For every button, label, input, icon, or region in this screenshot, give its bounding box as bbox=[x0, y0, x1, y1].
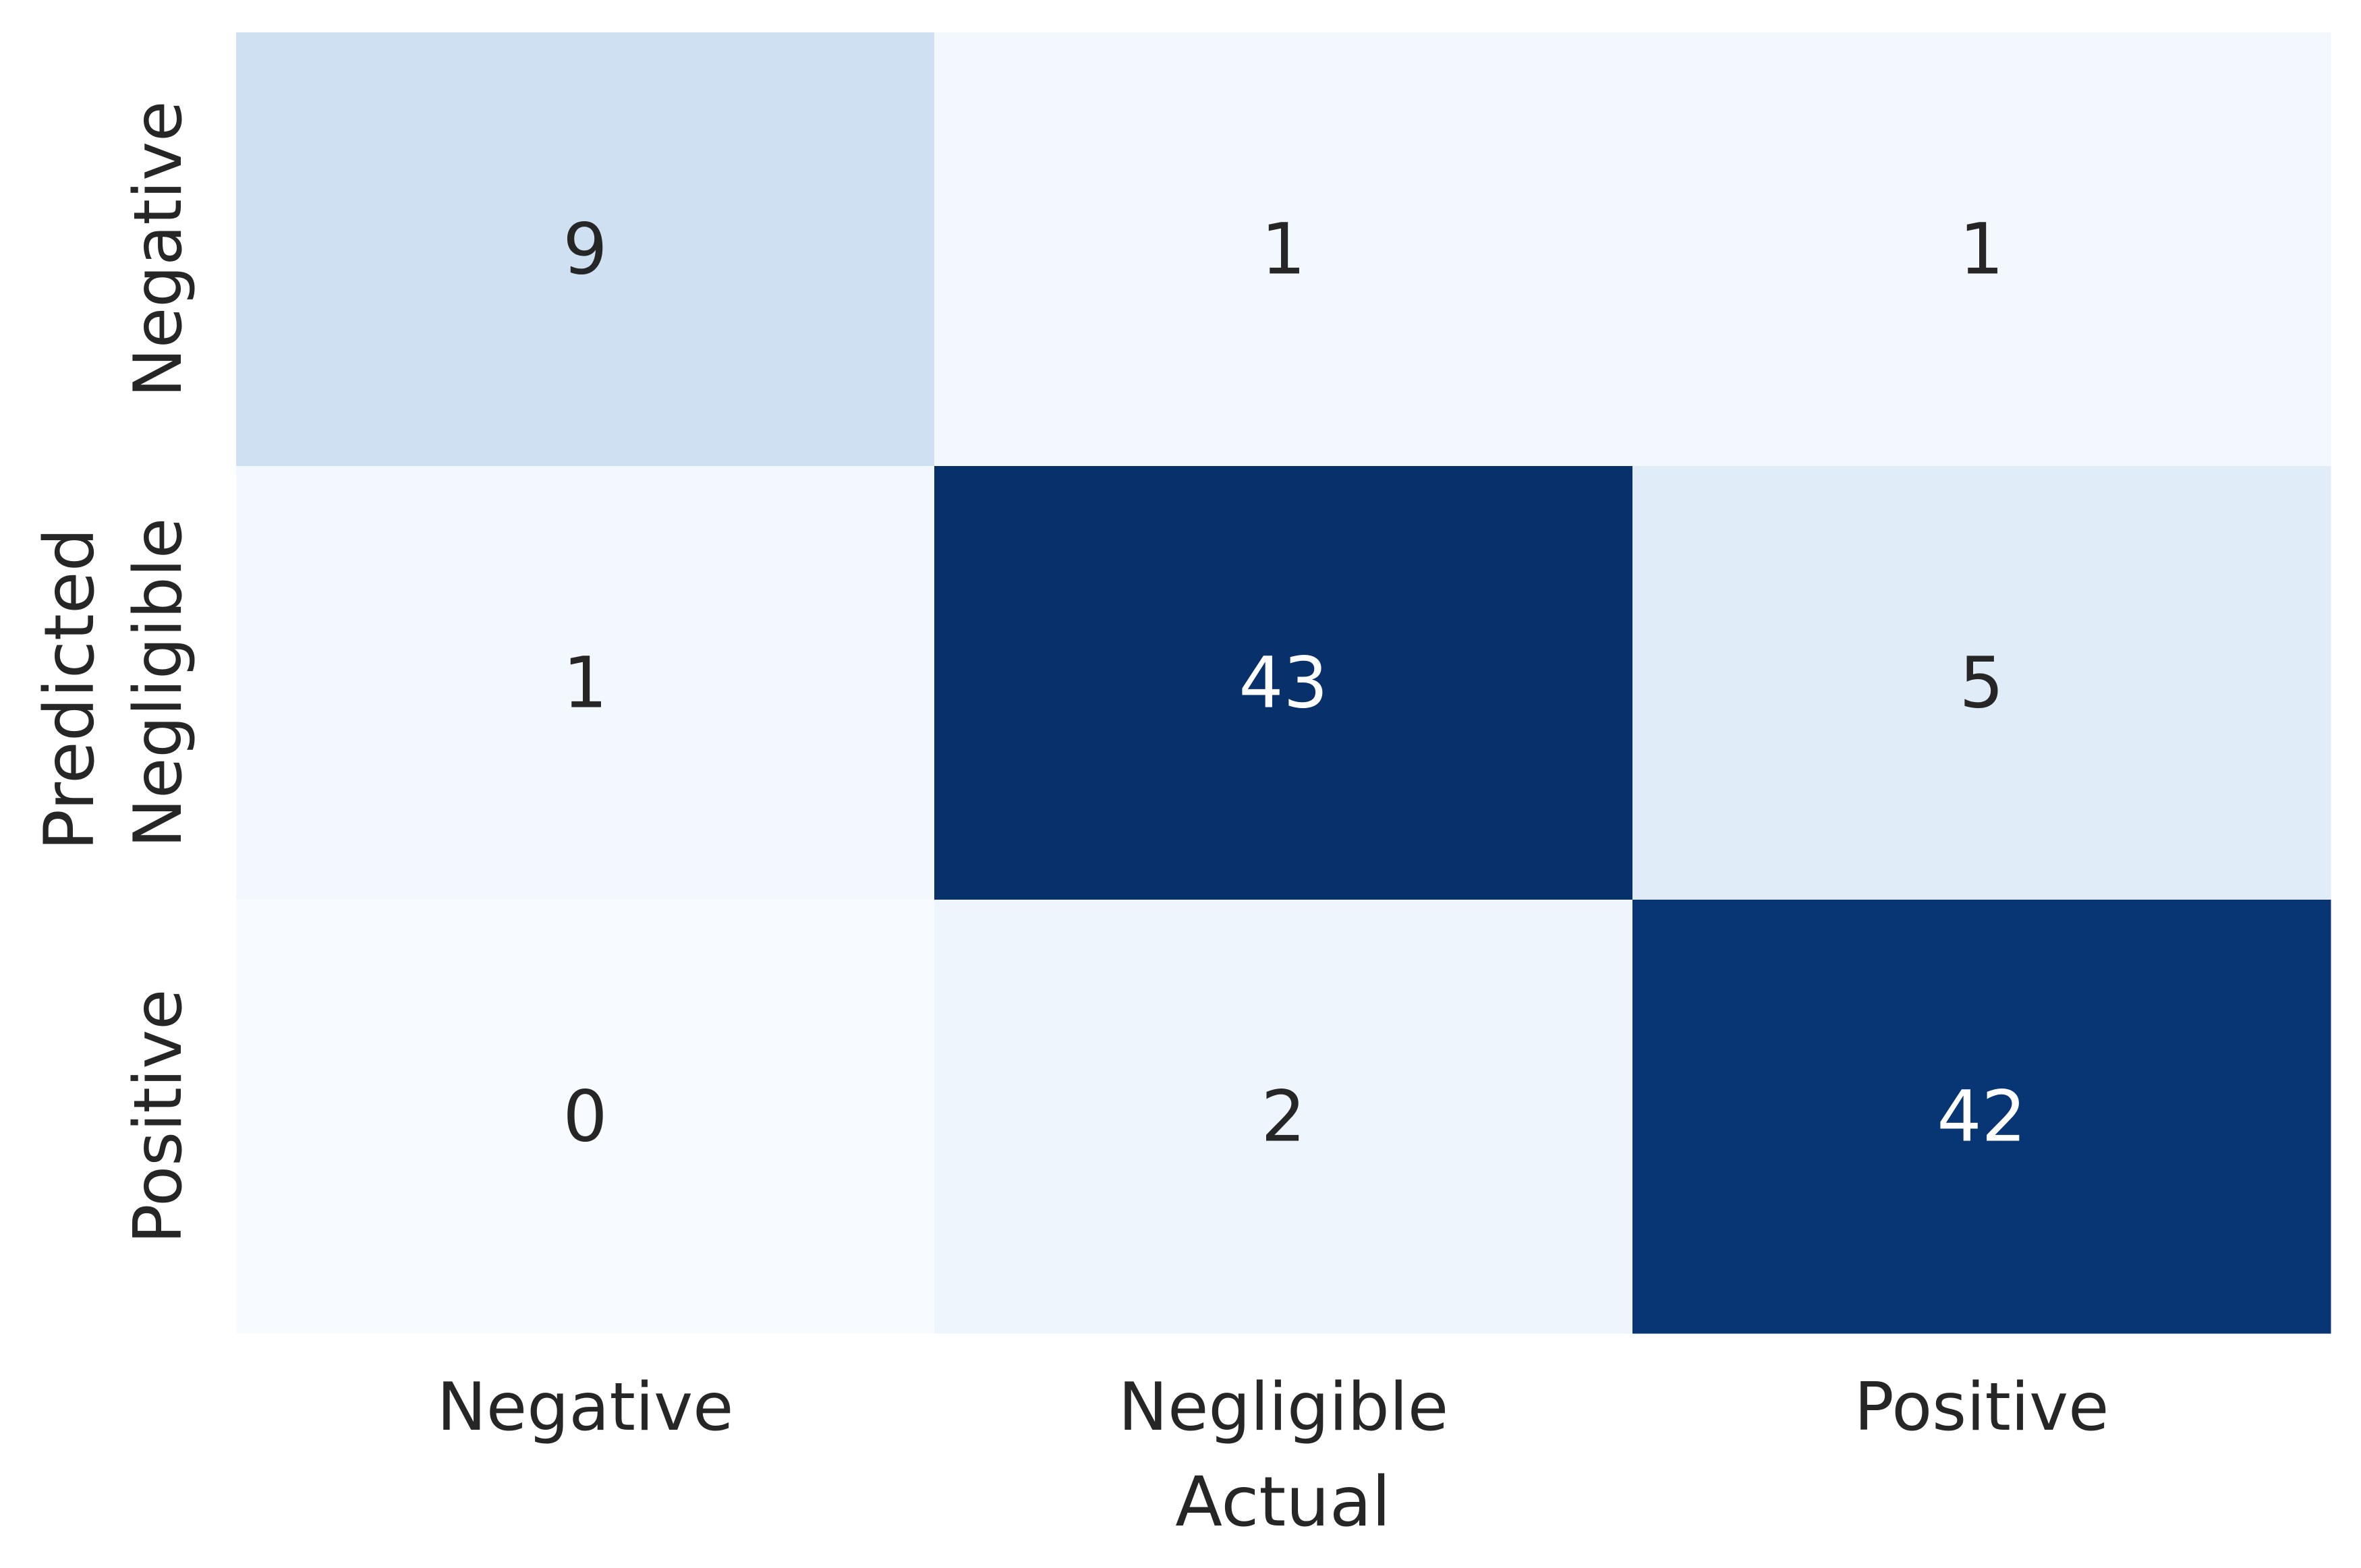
x-tick-label: Positive bbox=[1854, 1369, 2109, 1446]
x-tick-labels: Negative Negligible Positive bbox=[437, 1369, 2109, 1446]
heatmap-cell bbox=[236, 466, 935, 900]
heatmap-cell bbox=[934, 32, 1633, 467]
cell-value-label: 43 bbox=[1239, 642, 1328, 724]
heatmap-cell bbox=[236, 900, 935, 1334]
heatmap-cell bbox=[1632, 900, 2331, 1334]
cell-value-label: 42 bbox=[1937, 1076, 2026, 1158]
cell-value-label: 1 bbox=[1261, 208, 1305, 291]
heatmap-cell-labels: 9 1 1 1 43 5 0 2 42 bbox=[563, 208, 2026, 1158]
cell-value-label: 9 bbox=[563, 208, 607, 291]
heatmap-cells bbox=[236, 32, 2331, 1334]
cell-value-label: 5 bbox=[1959, 642, 2003, 724]
cell-value-label: 0 bbox=[563, 1076, 607, 1158]
heatmap-cell bbox=[236, 32, 935, 467]
y-axis-label: Predicted bbox=[30, 528, 110, 851]
x-tick-label: Negligible bbox=[1118, 1369, 1448, 1446]
y-tick-labels: Negative Negligible Positive bbox=[120, 101, 197, 1244]
cell-value-label: 1 bbox=[1959, 208, 2003, 291]
y-tick-label: Negligible bbox=[120, 518, 197, 848]
y-tick-label: Positive bbox=[120, 989, 197, 1244]
x-tick-label: Negative bbox=[437, 1369, 734, 1446]
heatmap-cell bbox=[934, 466, 1633, 900]
cell-value-label: 1 bbox=[563, 642, 607, 724]
x-axis-label: Actual bbox=[1175, 1462, 1391, 1542]
heatmap-cell bbox=[1632, 466, 2331, 900]
y-tick-label: Negative bbox=[120, 101, 197, 398]
cell-value-label: 2 bbox=[1261, 1076, 1305, 1158]
heatmap-cell bbox=[1632, 32, 2331, 467]
heatmap-cell bbox=[934, 900, 1633, 1334]
